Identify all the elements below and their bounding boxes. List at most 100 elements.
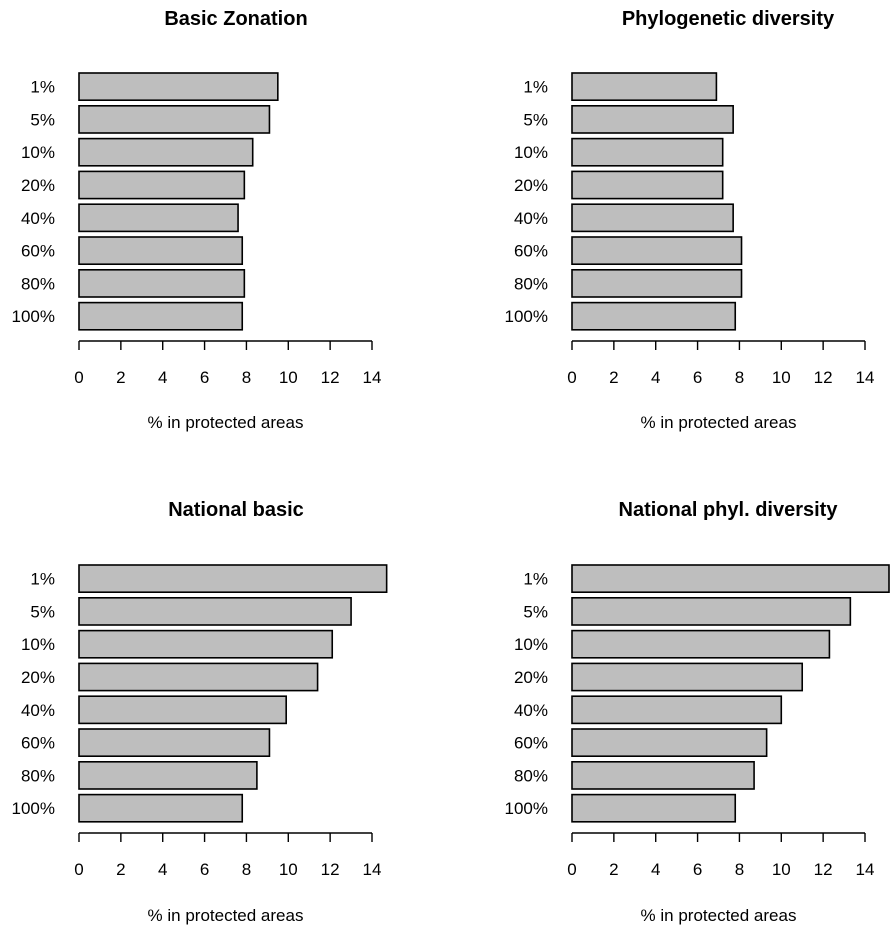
category-label: 10%	[21, 635, 55, 654]
category-label: 5%	[523, 602, 548, 621]
x-tick-label: 10	[772, 368, 791, 387]
x-tick-label: 6	[693, 368, 702, 387]
bar	[571, 203, 734, 233]
bar	[571, 105, 734, 134]
x-tick-label: 0	[567, 368, 576, 387]
x-tick-label: 2	[609, 860, 618, 879]
x-tick-label: 8	[242, 368, 251, 387]
category-label: 80%	[21, 274, 55, 293]
category-label: 20%	[21, 668, 55, 687]
x-tick-label: 10	[279, 860, 298, 879]
category-label: 1%	[30, 78, 55, 97]
bar	[78, 662, 319, 692]
bar	[78, 793, 244, 823]
bar	[571, 760, 755, 790]
x-tick-label: 12	[321, 860, 340, 879]
x-tick-label: 4	[158, 368, 167, 387]
bar	[78, 268, 246, 298]
x-tick-label: 12	[814, 860, 833, 879]
category-label: 5%	[30, 110, 55, 129]
x-axis-label: % in protected areas	[148, 906, 304, 925]
bar	[571, 268, 743, 298]
panel-title: Phylogenetic diversity	[622, 8, 835, 30]
x-axis-label: % in protected areas	[641, 413, 797, 432]
x-tick-label: 2	[609, 368, 618, 387]
x-tick-label: 12	[814, 368, 833, 387]
x-tick-label: 8	[242, 860, 251, 879]
x-tick-label: 10	[772, 860, 791, 879]
bar	[571, 695, 783, 725]
panel-title: National basic	[168, 499, 304, 521]
bar	[571, 301, 737, 331]
category-label: 80%	[514, 766, 548, 785]
x-tick-label: 14	[363, 860, 382, 879]
x-tick-label: 14	[856, 368, 875, 387]
bar	[78, 170, 246, 200]
bar	[78, 760, 258, 790]
category-label: 40%	[514, 209, 548, 228]
x-tick-label: 4	[651, 860, 660, 879]
panel-title: Basic Zonation	[164, 8, 307, 30]
category-label: 40%	[21, 701, 55, 720]
bar	[571, 236, 743, 266]
category-label: 60%	[21, 734, 55, 753]
category-label: 1%	[523, 570, 548, 589]
x-tick-label: 6	[693, 860, 702, 879]
x-tick-label: 2	[116, 860, 125, 879]
category-label: 20%	[514, 176, 548, 195]
bar	[571, 72, 718, 102]
bar	[78, 629, 334, 659]
bar	[571, 793, 737, 823]
x-tick-label: 12	[321, 368, 340, 387]
bar	[78, 203, 239, 233]
bar	[78, 301, 244, 331]
category-label: 60%	[514, 242, 548, 261]
x-tick-label: 8	[735, 860, 744, 879]
category-label: 80%	[21, 766, 55, 785]
panel-title: National phyl. diversity	[619, 499, 839, 521]
category-label: 80%	[514, 274, 548, 293]
x-tick-label: 0	[74, 368, 83, 387]
category-label: 10%	[21, 143, 55, 162]
category-label: 1%	[30, 570, 55, 589]
bar	[571, 629, 831, 659]
category-label: 10%	[514, 635, 548, 654]
bar	[78, 137, 254, 167]
bar	[571, 170, 724, 200]
bar	[571, 596, 852, 626]
category-label: 5%	[30, 602, 55, 621]
category-label: 40%	[21, 209, 55, 228]
category-label: 40%	[514, 701, 548, 720]
x-tick-label: 8	[735, 368, 744, 387]
category-label: 20%	[21, 176, 55, 195]
bar	[78, 564, 388, 594]
bar	[78, 596, 352, 626]
category-label: 20%	[514, 668, 548, 687]
x-tick-label: 0	[567, 860, 576, 879]
bar	[78, 695, 287, 725]
category-label: 100%	[12, 307, 55, 326]
x-tick-label: 6	[200, 368, 209, 387]
category-label: 100%	[12, 799, 55, 818]
x-tick-label: 4	[158, 860, 167, 879]
category-label: 1%	[523, 78, 548, 97]
category-label: 60%	[21, 242, 55, 261]
category-label: 100%	[505, 307, 548, 326]
bar	[78, 236, 244, 266]
x-tick-label: 6	[200, 860, 209, 879]
x-tick-label: 14	[363, 368, 382, 387]
category-label: 60%	[514, 734, 548, 753]
bar	[571, 728, 768, 758]
x-axis-label: % in protected areas	[148, 413, 304, 432]
bar	[78, 72, 279, 102]
bar	[571, 662, 804, 692]
x-tick-label: 10	[279, 368, 298, 387]
bar	[571, 137, 724, 167]
category-label: 100%	[505, 799, 548, 818]
category-label: 5%	[523, 110, 548, 129]
x-tick-label: 2	[116, 368, 125, 387]
bar	[78, 105, 271, 134]
x-tick-label: 0	[74, 860, 83, 879]
x-axis-label: % in protected areas	[641, 906, 797, 925]
